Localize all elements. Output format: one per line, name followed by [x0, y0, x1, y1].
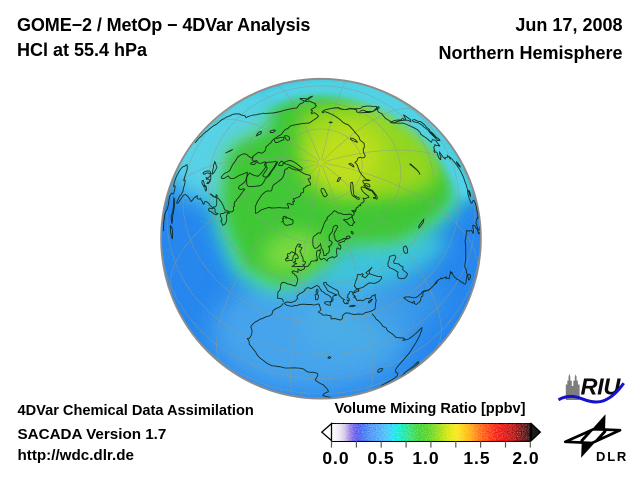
svg-text:RIU: RIU	[581, 374, 622, 400]
svg-text:DLR: DLR	[596, 449, 628, 464]
